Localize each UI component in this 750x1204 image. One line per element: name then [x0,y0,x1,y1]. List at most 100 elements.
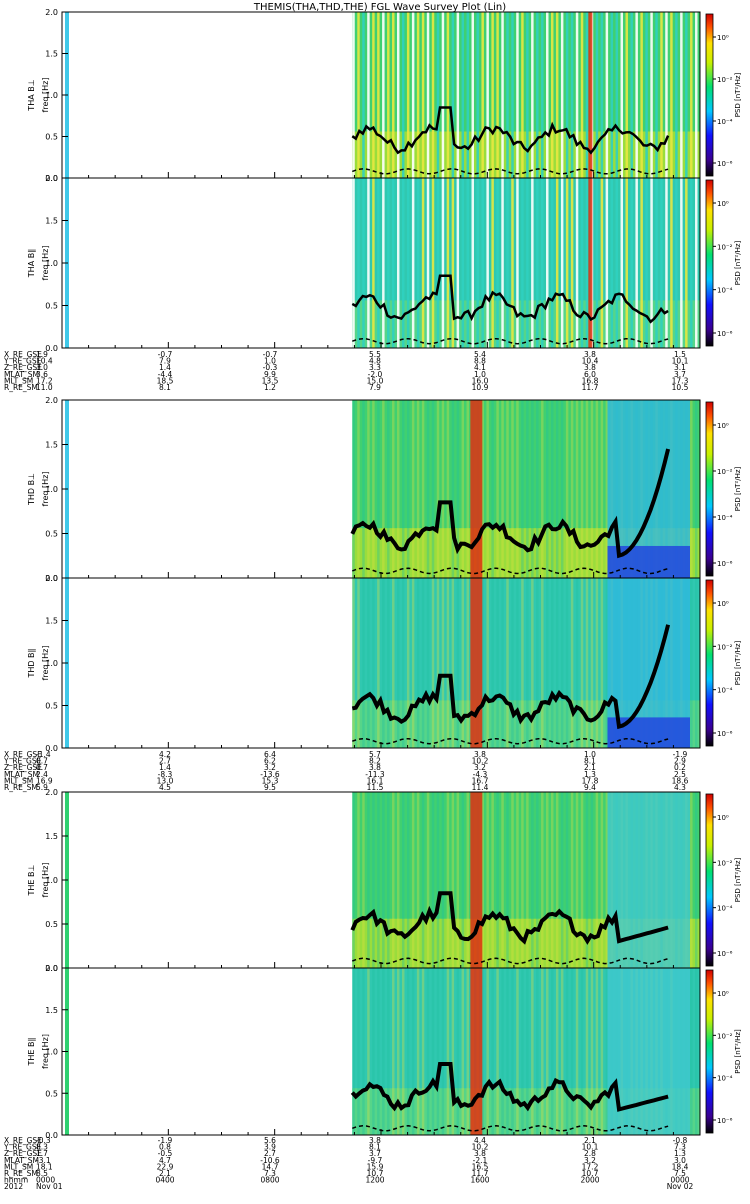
ephemeris-row-label: Y_RE_GSE [3,357,42,366]
ephemeris-value: -2.1 [473,1156,488,1165]
spectrogram-stripe [471,178,474,348]
spectrogram-stripe [352,400,355,578]
y-tick-label: 1.5 [45,617,58,626]
spectrogram-stripe [461,968,465,1135]
ephemeris-value: 1.9 [36,350,48,359]
ephemeris-row-label: R_RE_SM [4,1169,38,1178]
colorbar-label: PSD [nT²/Hz] [734,240,742,285]
panel-ylabel: THD B⊥ [27,473,36,506]
spectrogram-stripe [352,968,355,1135]
spectrogram-stripe [615,12,619,178]
colorbar [705,179,714,347]
spectrogram-stripe [411,12,415,178]
colorbar [705,793,714,967]
ephemeris-value: 4.7 [159,1156,171,1165]
ephemeris-value: 3.6 [36,370,48,379]
spectrogram-stripe [461,400,465,578]
ephemeris-value: 3.8 [474,750,486,759]
spectrogram-stripe [630,12,633,178]
ephemeris-block-2: X_RE_GSE-1.4 4.2 6.4 5.7 3.8 1.0 -1.9Y_RE_GSE0… [3,750,689,792]
spectrogram-stripe [456,400,460,578]
ephemeris-value: -8.3 [158,770,173,779]
ephemeris-value: -0.8 [673,1136,688,1145]
ephemeris-value: 5.9 [36,783,48,792]
panels-layer: 0.0 0.5 1.0 1.5 2.0 THA B⊥ freq [Hz] 10⁰ 10⁻² 10⁻… [27,8,742,1140]
ephemeris-value: 17.2 [36,376,53,385]
spectrogram-stripe [486,578,489,748]
secondary-trace [352,957,669,965]
spectrogram-stripe [690,578,693,748]
spectrogram-stripe [635,178,638,348]
spectrogram-stripe [441,400,445,578]
spectrogram-stripe [501,968,504,1135]
ephemeris-row-label: X_RE_GSE [4,750,42,759]
spectrogram-stripe [451,792,455,968]
ephemeris-block-3: X_RE_GSE-0.3 -1.9 5.6 3.8 4.4 2.1 -0.8 Y_RE_GSE… [3,1136,694,1191]
spectrogram-stripe [565,578,569,748]
spectrogram-stripe [550,792,554,968]
spectrogram-stripe [521,792,524,968]
spectrogram-stripe [436,12,440,178]
ephemeris-value: 10.1 [672,357,689,366]
spectrogram-stripe [486,400,489,578]
spectrogram-stripe [555,400,559,578]
spectrogram-stripe [426,968,430,1135]
high-power-stripe [588,12,593,178]
spectrogram-stripe [357,968,360,1135]
ephemeris-value: 4.1 [474,363,486,372]
ephemeris-value: 2.1 [159,1169,171,1178]
ephemeris-value: 16.0 [472,376,489,385]
spectrogram-stripe [555,178,559,348]
spectrogram-stripe [565,400,569,578]
spectrogram-stripe [685,178,688,348]
spectrogram-stripe [541,578,544,748]
spectrogram-stripe [605,578,609,748]
spectrogram-stripe [585,578,589,748]
spectrogram-stripe [382,12,385,178]
spectrogram-stripe [521,400,524,578]
y-tick-label: 0.5 [45,1089,58,1098]
spectrogram-stripe [436,400,440,578]
ephemeris-row-label: X_RE_GSE [4,350,42,359]
colorbar-tick-label: 10⁰ [717,814,729,822]
ephemeris-row-label: hhmm [4,1176,28,1185]
spectrogram-stripe [416,400,420,578]
colorbar-tick-label: 10⁰ [717,200,729,208]
spectrogram-stripe [491,400,494,578]
spectrogram-stripe [541,400,544,578]
ephemeris-row-label: X_RE_GSE [4,1136,42,1145]
spectrogram-stripe [546,178,549,348]
ephemeris-value: 0000 [670,1176,689,1185]
ephemeris-value: 15.0 [367,376,384,385]
spectrogram-stripe [516,178,519,348]
ephemeris-value: 1.5 [674,350,686,359]
spectrogram-stripe [362,968,365,1135]
ephemeris-value: 11.5 [367,783,384,792]
spectrogram-stripe [481,178,484,348]
spectrogram-stripe [401,968,405,1135]
y-tick-label: 0.5 [45,530,58,539]
ephemeris-value: 8.3 [36,1143,48,1152]
ephemeris-row-label: MLAT_SM [4,770,39,779]
spectrogram-stripe [446,792,450,968]
spectrogram-stripe [416,792,420,968]
spectrogram-stripe [481,12,484,178]
ephemeris-value: 3.2 [584,1156,596,1165]
spectrogram-stripe [441,178,445,348]
ephemeris-value: 13.5 [262,376,279,385]
spectrogram-stripe [401,578,405,748]
spectrogram-stripe [511,400,514,578]
spectrogram-stripe [426,178,430,348]
spectrogram-stripe [521,578,524,748]
ephemeris-value: 1.4 [159,363,171,372]
spectrogram-stripe [406,178,410,348]
ephemeris-value: 10.2 [472,1143,489,1152]
spectrogram-stripe [461,178,465,348]
y-tick-label: 0.5 [45,302,58,311]
spectrogram-stripe [491,178,494,348]
ephemeris-value: 17.3 [672,376,689,385]
spectrogram-stripe [560,12,564,178]
spectrogram-stripe [516,578,519,748]
panel-ylabel: THE B∥ [27,1038,36,1067]
